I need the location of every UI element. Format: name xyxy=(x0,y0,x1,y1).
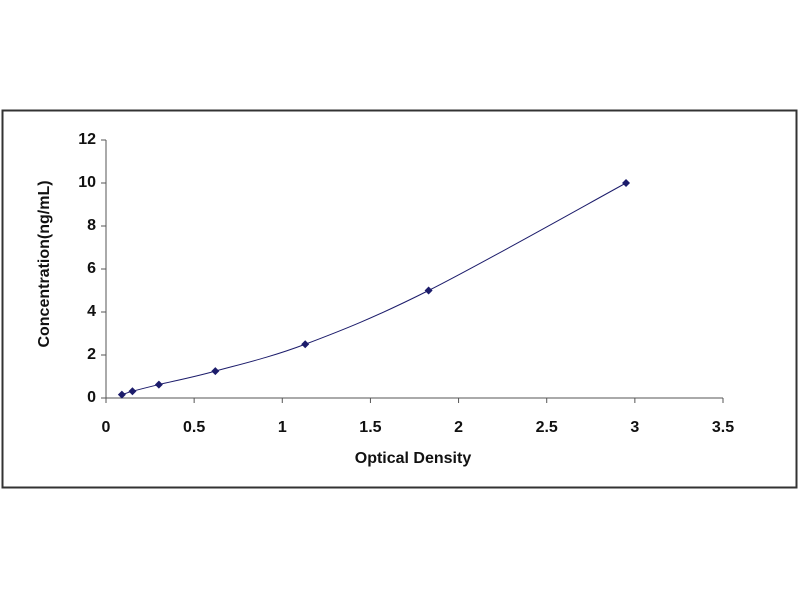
data-point xyxy=(154,380,163,389)
chart-frame xyxy=(1,109,798,489)
x-tick-label: 2.5 xyxy=(536,419,558,436)
y-tick-label: 10 xyxy=(78,174,96,191)
y-tick-label: 12 xyxy=(78,131,96,148)
data-point xyxy=(128,387,137,396)
x-tick-label: 1 xyxy=(278,419,287,436)
data-point xyxy=(622,179,631,187)
y-axis-title: Concentration(ng/mL) xyxy=(36,180,53,347)
y-tick-label: 2 xyxy=(87,346,96,363)
x-tick-label: 0.5 xyxy=(183,419,205,436)
y-tick-label: 6 xyxy=(87,260,96,277)
x-axis-title: Optical Density xyxy=(355,450,472,467)
data-point xyxy=(301,340,310,349)
x-tick-label: 3 xyxy=(630,419,639,436)
x-tick-label: 2 xyxy=(454,419,463,436)
y-tick-label: 4 xyxy=(87,303,96,320)
y-tick-label: 8 xyxy=(87,217,96,234)
y-tick-label: 0 xyxy=(87,389,96,406)
data-point xyxy=(424,286,433,295)
x-tick-label: 3.5 xyxy=(712,419,734,436)
data-point xyxy=(117,390,126,399)
x-tick-label: 1.5 xyxy=(359,419,381,436)
x-tick-label: 0 xyxy=(102,419,111,436)
data-point xyxy=(211,367,220,376)
